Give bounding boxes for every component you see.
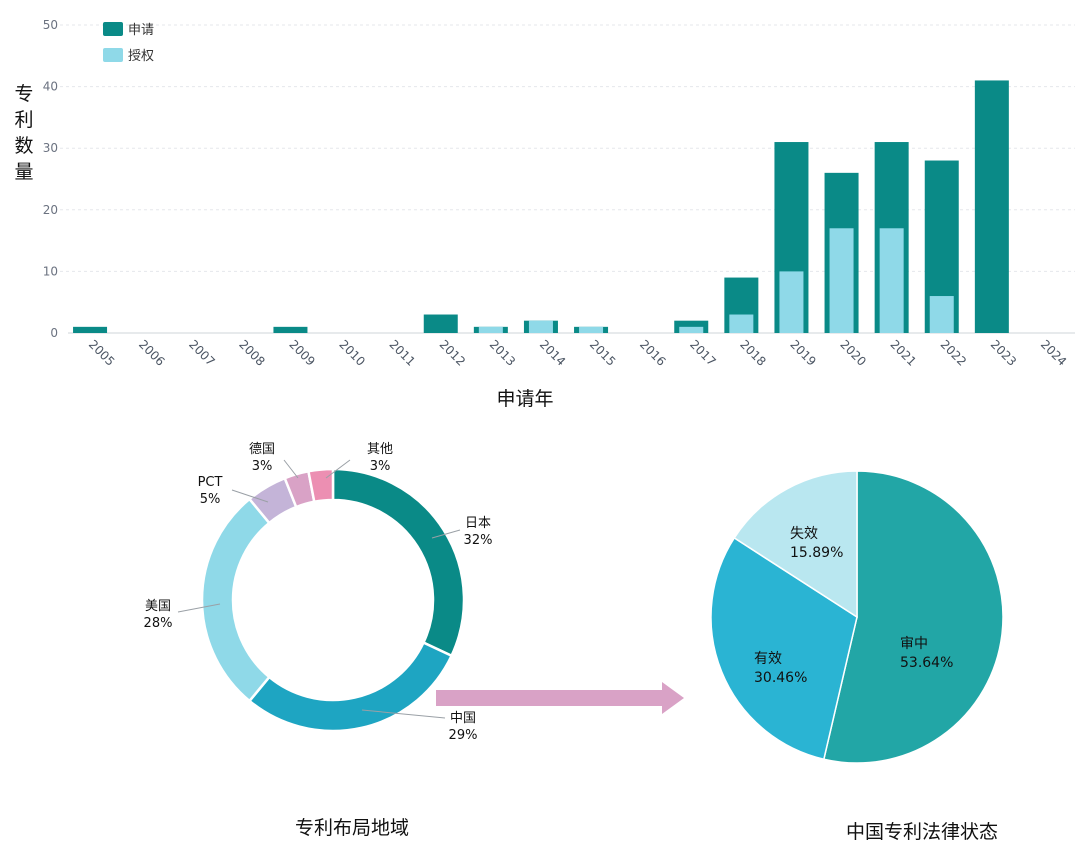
- y-tick-label: 10: [43, 264, 58, 278]
- bar-grant-2013: [478, 326, 503, 333]
- bar-grant-2014: [528, 320, 553, 333]
- x-tick-label: 2019: [787, 337, 818, 368]
- pie-pct-2: 15.89%: [790, 545, 843, 561]
- bar-grant-2017: [679, 326, 704, 333]
- donut-pct-3: 5%: [200, 492, 221, 507]
- legend-swatch-1: [103, 48, 123, 62]
- x-tick-label: 2005: [86, 337, 117, 368]
- x-tick-label: 2010: [336, 337, 367, 368]
- donut-slice-5: [306, 467, 335, 504]
- pie-pct-1: 30.46%: [754, 670, 807, 686]
- x-tick-label: 2016: [637, 337, 668, 368]
- bar-grant-2015: [579, 326, 604, 333]
- donut-title: 专利布局地域: [295, 817, 409, 839]
- x-tick-label: 2007: [186, 337, 217, 368]
- pie-slice-2: [733, 470, 858, 619]
- connector-arrow: [436, 682, 684, 714]
- donut-label-1: 中国: [450, 711, 476, 726]
- y-tick-label: 20: [43, 203, 58, 217]
- donut-slice-0: [331, 467, 466, 658]
- arrow-shape: [436, 682, 684, 714]
- bar-grant-2022: [929, 296, 954, 333]
- donut-label-5: 其他: [367, 442, 393, 457]
- pie-label-0: 审中: [900, 636, 928, 652]
- y-axis-title-char: 数: [14, 135, 33, 157]
- x-tick-label: 2020: [837, 337, 868, 368]
- donut-pct-0: 32%: [464, 533, 493, 548]
- x-tick-label: 2006: [136, 337, 167, 368]
- donut-slice-1: [247, 640, 454, 733]
- x-tick-label: 2017: [687, 337, 718, 368]
- donut-pct-1: 29%: [449, 728, 478, 743]
- donut-label-0: 日本: [465, 516, 491, 531]
- legend-label-1: 授权: [128, 48, 154, 64]
- y-axis-title-char: 专: [14, 83, 33, 105]
- x-tick-label: 2018: [737, 337, 768, 368]
- bar-application-2009: [273, 326, 308, 333]
- donut-label-2: 美国: [145, 599, 171, 614]
- y-tick-label: 30: [43, 141, 58, 155]
- x-tick-label: 2024: [1038, 337, 1069, 368]
- donut-pct-5: 3%: [370, 459, 391, 474]
- donut-slice-2: [200, 497, 272, 703]
- donut-leader-0: [431, 529, 461, 539]
- pie-slice-1: [710, 536, 858, 761]
- x-tick-label: 2014: [537, 337, 568, 368]
- pie-title: 中国专利法律状态: [846, 821, 998, 843]
- pie-slice-0: [822, 470, 1004, 764]
- x-tick-label: 2015: [587, 337, 618, 368]
- x-tick-label: 2009: [286, 337, 317, 368]
- y-axis-title-char: 量: [14, 161, 33, 183]
- legend-swatch-0: [103, 22, 123, 36]
- x-tick-label: 2022: [938, 337, 969, 368]
- donut-leader-4: [283, 459, 299, 479]
- bar-grant-2019: [779, 271, 804, 333]
- y-tick-label: 50: [43, 18, 58, 32]
- x-tick-label: 2023: [988, 337, 1019, 368]
- y-axis-title-char: 利: [14, 109, 33, 131]
- x-axis-title: 申请年: [496, 388, 553, 410]
- donut-label-3: PCT: [198, 475, 223, 490]
- x-tick-label: 2012: [437, 337, 468, 368]
- region-donut-chart: 日本 32% 中国 29% 美国 28% PCT 5% 德国 3% 其他 3%: [144, 442, 493, 743]
- donut-leader-5: [325, 459, 351, 479]
- x-tick-label: 2008: [236, 337, 267, 368]
- bar-application-2005: [73, 326, 108, 333]
- x-tick-label: 2013: [487, 337, 518, 368]
- donut-leader-1: [361, 709, 446, 719]
- donut-pct-2: 28%: [144, 616, 173, 631]
- bar-application-2023: [974, 80, 1009, 333]
- donut-leader-3: [231, 489, 269, 503]
- donut-leader-2: [177, 603, 221, 613]
- bar-application-2012: [423, 314, 458, 333]
- legend-label-0: 申请: [128, 23, 154, 38]
- legal-status-pie-chart: 审中 53.64% 有效 30.46% 失效 15.89%: [710, 470, 1004, 764]
- bar-grant-2020: [829, 228, 854, 333]
- y-tick-label: 0: [50, 326, 58, 340]
- donut-pct-4: 3%: [252, 459, 273, 474]
- pie-pct-0: 53.64%: [900, 655, 953, 671]
- pie-label-1: 有效: [754, 651, 782, 667]
- bar-grant-2021: [879, 228, 904, 333]
- x-tick-label: 2011: [387, 337, 418, 368]
- y-tick-label: 40: [43, 80, 58, 94]
- x-tick-label: 2021: [888, 337, 919, 368]
- pie-label-2: 失效: [790, 526, 818, 542]
- bar-grant-2018: [729, 314, 754, 333]
- donut-label-4: 德国: [249, 442, 275, 457]
